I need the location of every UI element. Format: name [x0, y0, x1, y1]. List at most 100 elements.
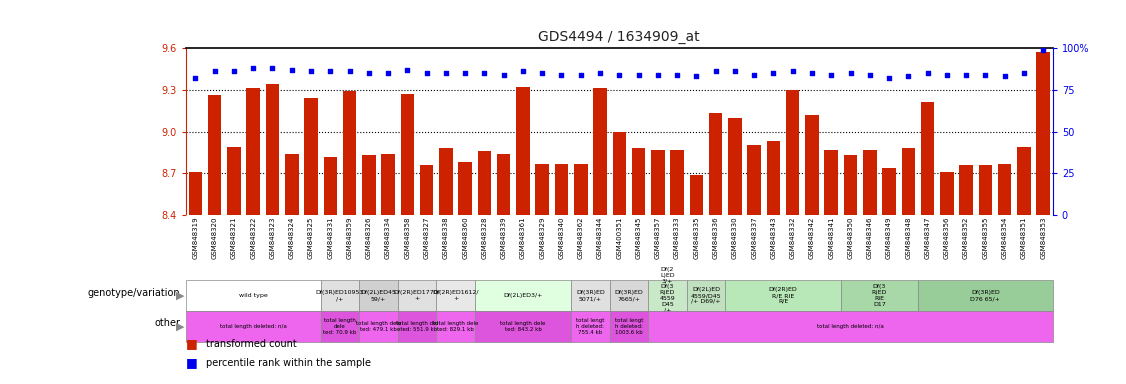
Point	[841, 70, 859, 76]
Text: GSM848348: GSM848348	[905, 216, 911, 259]
Text: GSM848323: GSM848323	[269, 216, 276, 259]
Point	[765, 70, 783, 76]
Bar	[266, 84, 279, 215]
Text: total length dele
ted: 829.1 kb: total length dele ted: 829.1 kb	[432, 321, 479, 332]
Bar	[189, 172, 203, 215]
Bar	[786, 90, 799, 215]
Bar	[458, 162, 472, 215]
Bar	[571, 280, 609, 311]
Bar	[1017, 147, 1030, 215]
Text: GSM848361: GSM848361	[520, 216, 526, 259]
Text: ▶: ▶	[176, 321, 185, 331]
Bar	[670, 150, 683, 215]
Point	[822, 72, 840, 78]
Point	[860, 72, 878, 78]
Bar	[824, 150, 838, 215]
Text: GSM848340: GSM848340	[558, 216, 564, 259]
Bar	[959, 165, 973, 215]
Text: total length deleted: n/a: total length deleted: n/a	[817, 324, 884, 329]
Text: GSM848332: GSM848332	[789, 216, 796, 259]
Bar	[843, 155, 857, 215]
Point	[591, 70, 609, 76]
Point	[475, 70, 493, 76]
Text: wild type: wild type	[239, 293, 268, 298]
Point	[360, 70, 378, 76]
Point	[784, 68, 802, 74]
Point	[263, 65, 282, 71]
Text: GSM848324: GSM848324	[288, 216, 295, 259]
Text: Df(2R)ED1612/
+: Df(2R)ED1612/ +	[432, 290, 479, 301]
Text: GSM848362: GSM848362	[578, 216, 583, 259]
Text: GSM848357: GSM848357	[655, 216, 661, 259]
Bar	[304, 98, 318, 215]
Bar	[321, 280, 359, 311]
Bar	[574, 164, 588, 215]
Bar	[342, 91, 356, 215]
Text: Df(3R)ED
5071/+: Df(3R)ED 5071/+	[577, 290, 605, 301]
Bar	[227, 147, 241, 215]
Text: percentile rank within the sample: percentile rank within the sample	[206, 358, 372, 368]
Text: GSM848355: GSM848355	[982, 216, 989, 259]
Text: GSM848351: GSM848351	[1021, 216, 1027, 259]
Bar	[649, 280, 687, 311]
Point	[803, 70, 821, 76]
Text: GSM848350: GSM848350	[848, 216, 854, 259]
Bar	[439, 148, 453, 215]
Text: GSM848334: GSM848334	[385, 216, 391, 259]
Text: GSM848346: GSM848346	[867, 216, 873, 259]
Text: GSM848335: GSM848335	[694, 216, 699, 259]
Text: GSM848359: GSM848359	[347, 216, 352, 259]
Bar	[359, 311, 397, 342]
Point	[881, 75, 899, 81]
Text: GSM848339: GSM848339	[501, 216, 507, 259]
Text: ■: ■	[186, 337, 197, 350]
Bar	[477, 151, 491, 215]
Bar	[609, 280, 649, 311]
Point	[456, 70, 474, 76]
Text: GSM848353: GSM848353	[1040, 216, 1046, 259]
Text: total length dele
ted: 479.1 kb: total length dele ted: 479.1 kb	[356, 321, 401, 332]
Bar	[921, 102, 935, 215]
Point	[321, 68, 339, 74]
Point	[225, 68, 243, 74]
Point	[437, 70, 455, 76]
Point	[976, 72, 994, 78]
Text: total length dele
ted: 843.2 kb: total length dele ted: 843.2 kb	[500, 321, 546, 332]
Text: Df(3R)ED
D76 65/+: Df(3R)ED D76 65/+	[971, 290, 1000, 301]
Text: GSM848347: GSM848347	[924, 216, 930, 259]
Text: GSM848320: GSM848320	[212, 216, 217, 259]
Text: Df(2R)ED
R/E RIE
R/E: Df(2R)ED R/E RIE R/E	[769, 287, 797, 304]
Bar	[748, 146, 761, 215]
Point	[687, 73, 705, 79]
Point	[302, 68, 320, 74]
Text: total length del
eted: 551.9 kb: total length del eted: 551.9 kb	[396, 321, 438, 332]
Text: GSM848328: GSM848328	[482, 216, 488, 259]
Bar	[902, 148, 915, 215]
Text: GSM400351: GSM400351	[616, 216, 623, 259]
Bar	[555, 164, 569, 215]
Point	[995, 73, 1013, 79]
Bar	[841, 280, 918, 311]
Point	[513, 68, 531, 74]
Point	[534, 70, 552, 76]
Point	[957, 72, 975, 78]
Text: total length
dele
ted: 70.9 kb: total length dele ted: 70.9 kb	[323, 318, 357, 335]
Bar	[186, 311, 321, 342]
Text: ■: ■	[186, 356, 197, 369]
Point	[206, 68, 224, 74]
Bar	[1036, 52, 1049, 215]
Bar	[687, 280, 725, 311]
Point	[572, 72, 590, 78]
Text: total lengt
h deleted:
1003.6 kb: total lengt h deleted: 1003.6 kb	[615, 318, 643, 335]
Bar	[863, 150, 876, 215]
Bar	[208, 95, 222, 215]
Bar	[401, 94, 414, 215]
Bar	[516, 87, 529, 215]
Point	[418, 70, 436, 76]
Bar	[613, 131, 626, 215]
Bar	[729, 118, 742, 215]
Text: GSM848354: GSM848354	[1002, 216, 1008, 259]
Text: GSM848322: GSM848322	[250, 216, 257, 259]
Text: Df(2L)ED3/+: Df(2L)ED3/+	[503, 293, 543, 298]
Text: GDS4494 / 1634909_at: GDS4494 / 1634909_at	[538, 30, 700, 44]
